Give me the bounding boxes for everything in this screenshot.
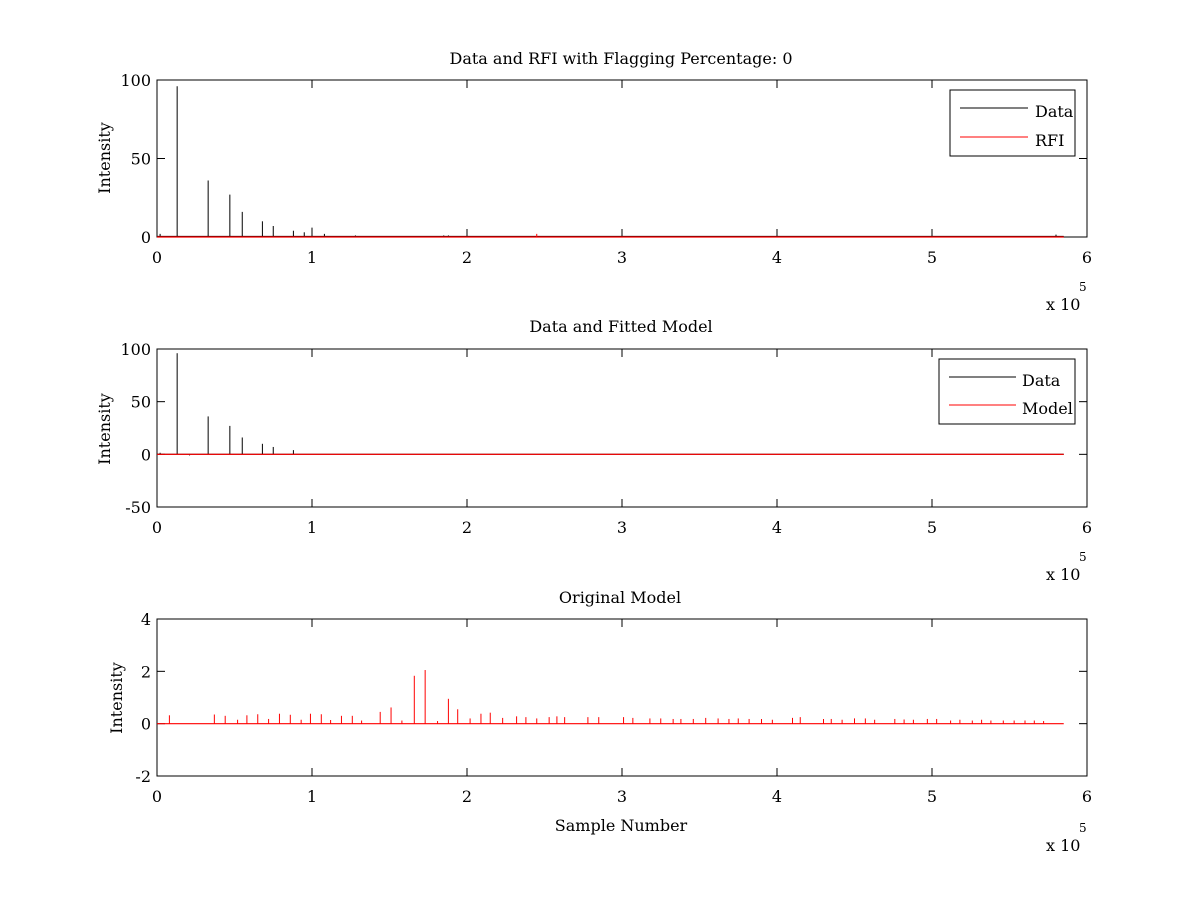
x-tick-label: 1 <box>307 248 317 267</box>
subplot-3-xlabel: Sample Number <box>555 816 688 835</box>
subplot-2-x-multiplier: x 10 <box>1046 565 1080 584</box>
legend-label-data: Data <box>1022 371 1061 390</box>
legend-label-data: Data <box>1035 102 1074 121</box>
x-tick-label: 4 <box>772 787 782 806</box>
subplot-2-legend: Data Model <box>938 358 1076 425</box>
x-multiplier-base: x 10 <box>1046 836 1080 855</box>
y-tick-label: 0 <box>141 715 151 734</box>
y-tick-label: -50 <box>125 498 151 517</box>
x-tick-label: 5 <box>927 248 937 267</box>
x-tick-label: 0 <box>152 518 162 537</box>
subplot-1-x-multiplier-exponent: 5 <box>1079 280 1087 294</box>
x-tick-label: 1 <box>307 787 317 806</box>
subplot-1-x-multiplier: x 10 <box>1046 295 1080 314</box>
subplot-3-x-multiplier: x 10 <box>1046 836 1080 855</box>
x-tick-label: 4 <box>772 518 782 537</box>
x-tick-label: 2 <box>462 787 472 806</box>
x-tick-label: 3 <box>617 518 627 537</box>
x-tick-label: 6 <box>1082 518 1092 537</box>
x-tick-label: 6 <box>1082 787 1092 806</box>
legend-label-rfi: RFI <box>1035 131 1064 150</box>
y-tick-label: -2 <box>135 767 151 786</box>
subplot-1-plot-area: 0 1 2 3 4 5 6 0 50 100 <box>120 71 1092 267</box>
y-tick-label: 4 <box>141 610 151 629</box>
subplot-1-ylabel: Intensity <box>95 122 114 194</box>
x-tick-label: 5 <box>927 518 937 537</box>
y-tick-label: 0 <box>141 228 151 247</box>
y-tick-label: 50 <box>131 150 151 169</box>
y-tick-label: 2 <box>141 662 151 681</box>
subplot-3-title: Original Model <box>559 588 681 607</box>
x-tick-label: 4 <box>772 248 782 267</box>
x-tick-label: 1 <box>307 518 317 537</box>
subplot-1-legend: Data RFI <box>949 89 1076 157</box>
series-rfi-1 <box>157 233 1064 238</box>
x-tick-label: 5 <box>927 787 937 806</box>
x-tick-label: 6 <box>1082 248 1092 267</box>
y-tick-label: 50 <box>131 393 151 412</box>
subplot-2: Data and Fitted Model Intensity 0 1 2 3 4 5 6 -… <box>95 317 1092 584</box>
subplot-2-x-multiplier-exponent: 5 <box>1079 550 1087 564</box>
subplot-2-ylabel: Intensity <box>95 393 114 465</box>
x-tick-label: 2 <box>462 248 472 267</box>
series-model-0 <box>157 670 1064 725</box>
subplot-3-x-multiplier-exponent: 5 <box>1079 821 1087 835</box>
y-tick-label: 100 <box>120 340 151 359</box>
y-tick-label: 0 <box>141 445 151 464</box>
legend-box <box>938 358 1076 425</box>
subplot-2-title: Data and Fitted Model <box>529 317 712 336</box>
y-tick-label: 100 <box>120 71 151 90</box>
legend-label-model: Model <box>1022 399 1073 418</box>
x-tick-label: 2 <box>462 518 472 537</box>
x-tick-label: 0 <box>152 248 162 267</box>
x-tick-label: 0 <box>152 787 162 806</box>
x-tick-label: 3 <box>617 248 627 267</box>
legend-box <box>949 89 1076 157</box>
x-tick-label: 3 <box>617 787 627 806</box>
x-multiplier-base: x 10 <box>1046 565 1080 584</box>
subplot-3-ylabel: Intensity <box>107 662 126 734</box>
x-multiplier-base: x 10 <box>1046 295 1080 314</box>
subplot-1: Data and RFI with Flagging Percentage: 0… <box>95 49 1092 314</box>
subplot-1-title: Data and RFI with Flagging Percentage: 0 <box>449 49 792 68</box>
